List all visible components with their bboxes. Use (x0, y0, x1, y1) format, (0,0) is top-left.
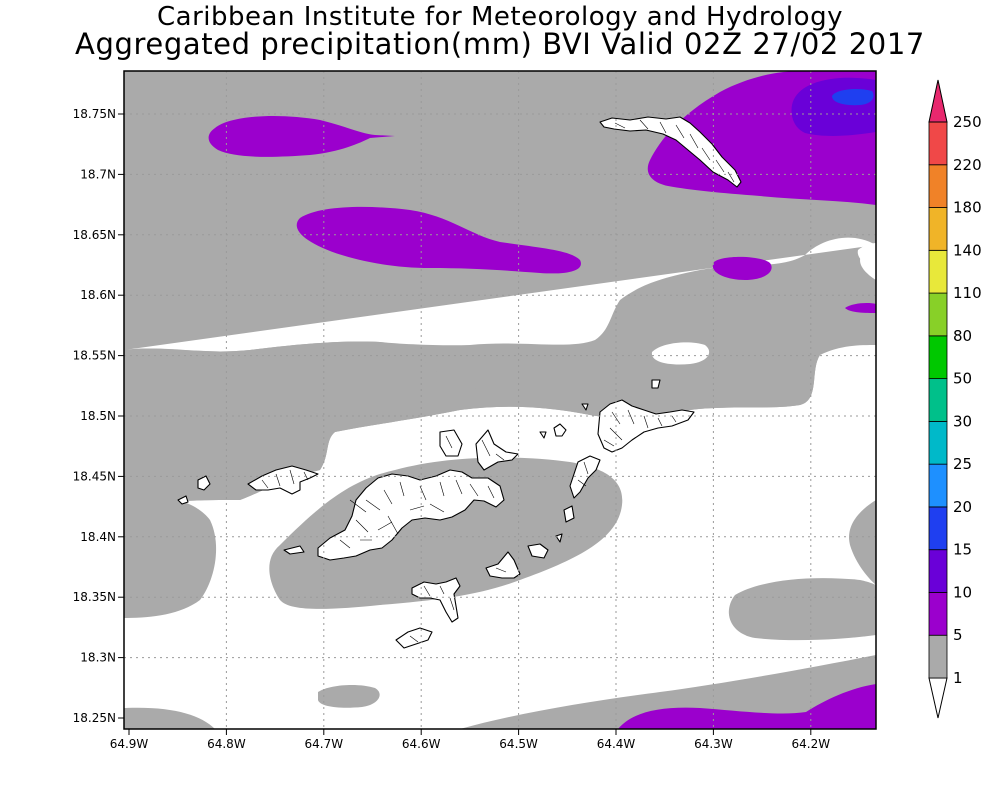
colorbar-label: 80 (953, 327, 972, 345)
lon-tick-label: 64.2W (792, 737, 831, 751)
colorbar-label: 15 (953, 541, 972, 559)
colorbar-segment (928, 249, 948, 294)
lon-tick-label: 64.5W (499, 737, 538, 751)
colorbar-segment (928, 506, 948, 551)
lat-tick-label: 18.6N (80, 288, 116, 302)
colorbar-label: 250 (953, 113, 982, 131)
map-gridlines (124, 71, 876, 729)
map-area (124, 71, 876, 729)
lat-tick-label: 18.7N (80, 167, 116, 181)
lon-tick-label: 64.8W (207, 737, 246, 751)
colorbar-label: 1 (953, 669, 963, 687)
colorbar-label: 20 (953, 498, 972, 516)
colorbar-label: 25 (953, 455, 972, 473)
colorbar-lower-triangle (928, 677, 948, 719)
colorbar-segment (928, 207, 948, 251)
lat-tick-label: 18.45N (73, 469, 116, 483)
axis-ticks: 64.9W 64.8W 64.7W 64.6W 64.5W 64.4W 64.3W 64.2W… (73, 107, 831, 751)
colorbar-segment (928, 592, 948, 636)
colorbar-label: 220 (953, 156, 982, 174)
colorbar-label: 180 (953, 199, 982, 217)
colorbar-label: 30 (953, 412, 972, 430)
precip-field-5-10mm (208, 71, 876, 729)
colorbar-label: 5 (953, 626, 963, 644)
colorbar-segment (928, 121, 948, 166)
lat-tick-label: 18.65N (73, 228, 116, 242)
lat-tick-label: 18.55N (73, 349, 116, 363)
lat-tick-label: 18.4N (80, 530, 116, 544)
colorbar-segment (928, 378, 948, 422)
lon-tick-label: 64.6W (402, 737, 441, 751)
colorbar-segment (928, 420, 948, 465)
lat-tick-label: 18.35N (73, 590, 116, 604)
lat-tick-label: 18.25N (73, 711, 116, 725)
precip-field-15-20mm (832, 88, 874, 106)
lon-tick-label: 64.7W (305, 737, 344, 751)
colorbar-segment (928, 292, 948, 337)
colorbar-segment (928, 164, 948, 208)
islands (177, 116, 742, 649)
lon-tick-label: 64.4W (597, 737, 636, 751)
lat-tick-label: 18.5N (80, 409, 116, 423)
lat-tick-label: 18.75N (73, 107, 116, 121)
lat-tick-label: 18.3N (80, 651, 116, 665)
colorbar-label: 50 (953, 370, 972, 388)
colorbar-segment (928, 634, 948, 679)
colorbar-label: 140 (953, 241, 982, 259)
colorbar-label: 10 (953, 583, 972, 601)
lon-tick-label: 64.9W (110, 737, 149, 751)
island-boundaries (261, 119, 735, 643)
colorbar-upper-triangle (928, 79, 948, 123)
colorbar-segment (928, 463, 948, 508)
chart-title: Caribbean Institute for Meteorology and … (157, 2, 843, 32)
colorbar-segment (928, 335, 948, 380)
colorbar-segment (928, 549, 948, 593)
lon-tick-label: 64.3W (694, 737, 733, 751)
map-frame (123, 70, 877, 730)
colorbar-label: 110 (953, 284, 982, 302)
chart-subtitle: Aggregated precipitation(mm) BVI Valid 0… (75, 27, 925, 61)
